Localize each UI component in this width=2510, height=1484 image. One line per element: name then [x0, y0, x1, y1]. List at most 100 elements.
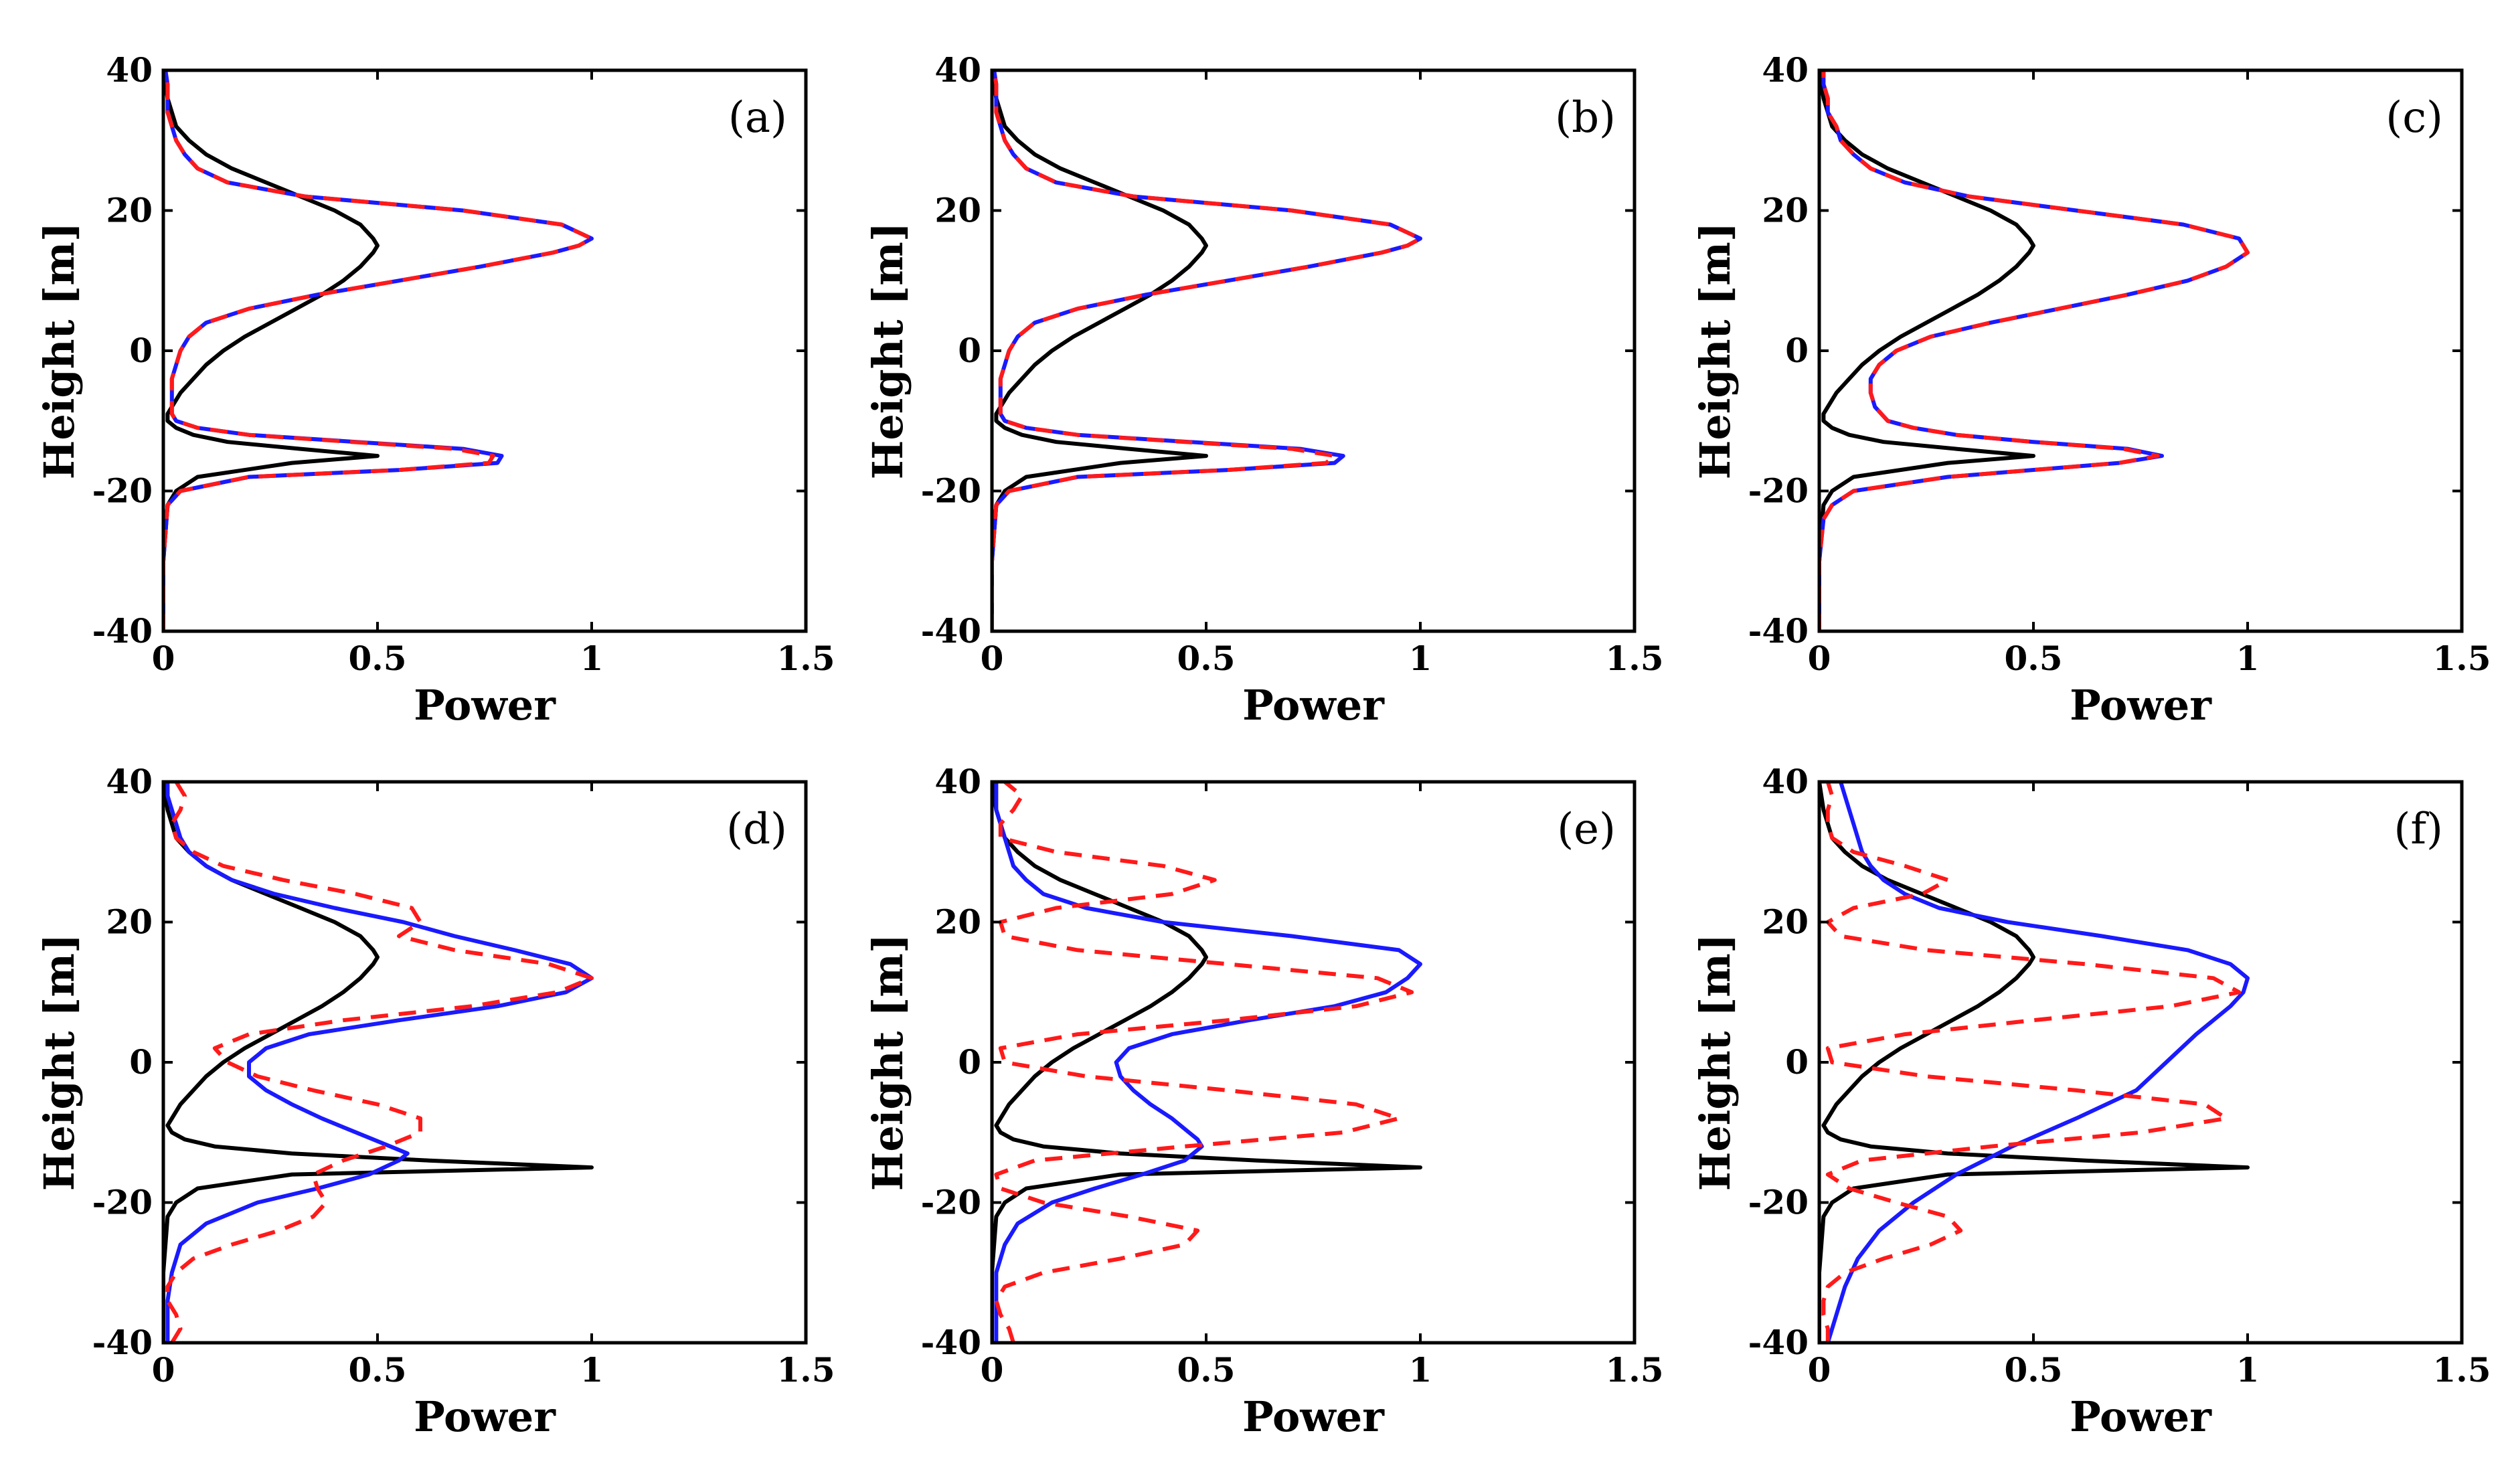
red-curve	[1821, 782, 2242, 1343]
x-axis-label: Power	[414, 1392, 556, 1441]
black-curve	[163, 70, 380, 631]
x-tick-label: 1	[2236, 1350, 2260, 1390]
y-tick-label: 0	[1785, 331, 1809, 370]
y-tick-label: 0	[958, 1042, 981, 1082]
blue-curve	[1819, 70, 2250, 631]
x-axis-label: Power	[414, 681, 556, 730]
y-tick-label: 20	[1762, 191, 1809, 230]
panel-a: 0 0.5 1 1.5 -40 -20 0 20 40 Power Height [m] (a)	[35, 50, 835, 730]
y-tick-label: -40	[921, 1323, 981, 1362]
red-curve	[994, 782, 1414, 1343]
black-curve	[1819, 782, 2250, 1343]
axes-frame	[1817, 68, 2464, 633]
axes-frame	[161, 68, 808, 633]
x-tick-label: 1	[1409, 1350, 1432, 1390]
y-tick-label: 40	[1762, 50, 1809, 90]
y-tick-label: -40	[1748, 611, 1809, 651]
black-curve	[1819, 70, 2035, 631]
red-curve	[165, 782, 594, 1343]
x-tick-label: 1.5	[1606, 1350, 1664, 1390]
x-axis-label: Power	[2070, 1392, 2212, 1441]
y-tick-label: 40	[106, 762, 153, 801]
x-tick-label: 0	[981, 1350, 1004, 1390]
series-group	[992, 782, 1422, 1343]
y-tick-label: 40	[106, 50, 153, 90]
axes-frame	[990, 68, 1637, 633]
panel-label: (d)	[726, 805, 787, 854]
axes-frame	[1817, 780, 2464, 1345]
panel-b: 0 0.5 1 1.5 -40 -20 0 20 40 Power Height [m] (b)	[863, 50, 1664, 730]
blue-curve	[994, 782, 1422, 1343]
x-axis-label: Power	[2070, 681, 2212, 730]
series-group	[1819, 782, 2250, 1343]
x-tick-label: 0.5	[1177, 639, 1236, 678]
y-axis-label: Height [m]	[35, 222, 84, 480]
axes-frame	[161, 780, 808, 1345]
x-tick-label: 1.5	[1606, 639, 1664, 678]
red-curve	[163, 70, 594, 631]
x-tick-label: 0.5	[349, 1350, 407, 1390]
y-tick-label: -40	[1748, 1323, 1809, 1362]
y-axis-label: Height [m]	[35, 934, 84, 1191]
x-tick-label: 0.5	[349, 639, 407, 678]
series-group	[163, 782, 594, 1343]
x-tick-label: 0	[981, 639, 1004, 678]
y-tick-label: 40	[1762, 762, 1809, 801]
y-tick-label: -20	[92, 1183, 153, 1222]
y-tick-label: 20	[1762, 902, 1809, 942]
x-tick-label: 1	[580, 639, 604, 678]
x-tick-label: 0	[152, 639, 175, 678]
blue-curve	[992, 70, 1422, 631]
x-axis-label: Power	[1242, 681, 1385, 730]
x-tick-label: 0	[1808, 639, 1831, 678]
y-axis-label: Height [m]	[863, 934, 912, 1191]
y-tick-label: -40	[92, 1323, 153, 1362]
y-tick-label: -20	[92, 471, 153, 511]
y-axis-label: Height [m]	[863, 222, 912, 480]
x-tick-label: 0.5	[2005, 639, 2063, 678]
y-tick-label: -20	[921, 1183, 981, 1222]
axes-frame	[990, 780, 1637, 1345]
series-group	[992, 70, 1422, 631]
y-tick-label: 40	[934, 762, 981, 801]
panel-f: 0 0.5 1 1.5 -40 -20 0 20 40 Power Height [m] (f)	[1691, 762, 2491, 1441]
y-tick-label: 20	[934, 902, 981, 942]
panel-e: 0 0.5 1 1.5 -40 -20 0 20 40 Power Height [m] (e)	[863, 762, 1664, 1441]
x-tick-label: 0	[152, 1350, 175, 1390]
x-tick-label: 1	[580, 1350, 604, 1390]
x-tick-label: 1	[2236, 639, 2260, 678]
red-curve	[992, 70, 1422, 631]
panel-d: 0 0.5 1 1.5 -40 -20 0 20 40 Power Height [m] (d)	[35, 762, 835, 1441]
y-tick-label: -40	[921, 611, 981, 651]
panel-label: (f)	[2394, 805, 2443, 854]
series-group	[1819, 70, 2250, 631]
x-tick-label: 0.5	[2005, 1350, 2063, 1390]
y-tick-label: -20	[921, 471, 981, 511]
y-tick-label: 0	[958, 331, 981, 370]
x-tick-label: 1.5	[2433, 1350, 2491, 1390]
y-tick-label: -20	[1748, 471, 1809, 511]
y-tick-label: -40	[92, 611, 153, 651]
y-tick-label: 40	[934, 50, 981, 90]
black-curve	[992, 70, 1208, 631]
x-tick-label: 1.5	[2433, 639, 2491, 678]
series-group	[163, 70, 594, 631]
x-tick-label: 0	[1808, 1350, 1831, 1390]
y-tick-label: 0	[129, 331, 153, 370]
panel-label: (e)	[1557, 805, 1616, 854]
x-tick-label: 1.5	[777, 639, 835, 678]
x-tick-label: 1	[1409, 639, 1432, 678]
red-curve	[1819, 70, 2250, 631]
y-tick-label: 20	[106, 191, 153, 230]
x-tick-label: 1.5	[777, 1350, 835, 1390]
y-axis-label: Height [m]	[1691, 934, 1740, 1191]
y-tick-label: 20	[934, 191, 981, 230]
y-tick-label: -20	[1748, 1183, 1809, 1222]
panel-label: (a)	[728, 93, 787, 143]
panel-label: (b)	[1555, 93, 1616, 143]
panel-c: 0 0.5 1 1.5 -40 -20 0 20 40 Power Height [m] (c)	[1691, 50, 2491, 730]
blue-curve	[1825, 782, 2250, 1343]
x-axis-label: Power	[1242, 1392, 1385, 1441]
y-tick-label: 0	[129, 1042, 153, 1082]
